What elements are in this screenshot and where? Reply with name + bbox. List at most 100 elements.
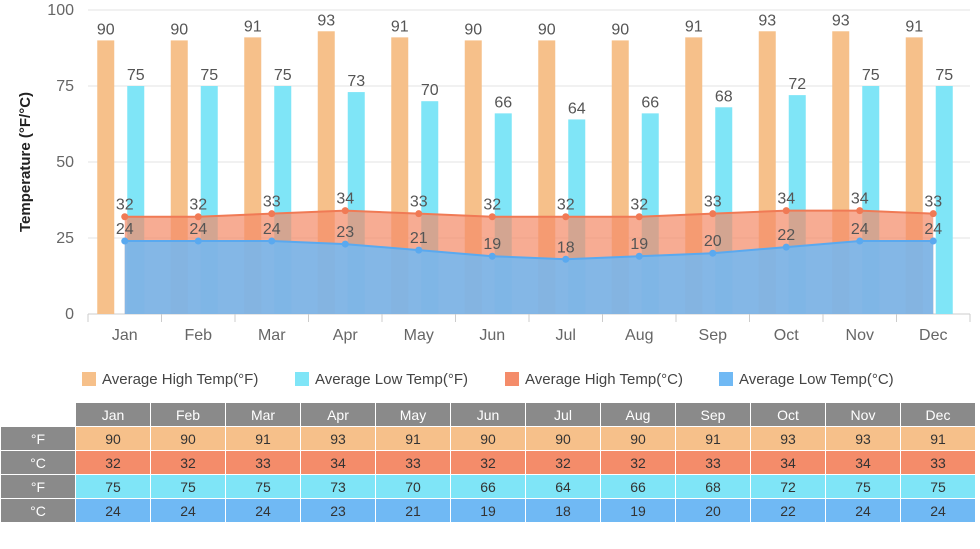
data-label-high-c: 32 — [116, 197, 134, 214]
table-cell: 72 — [751, 475, 825, 498]
table-cell: 33 — [376, 451, 450, 474]
data-label-low-c: 20 — [704, 233, 722, 250]
table-cell: 90 — [151, 427, 225, 450]
data-label-high-f: 91 — [905, 18, 923, 35]
temperature-data-table: Jan Feb Mar Apr May Jun Jul Aug Sep Oct Nov Dec °F 90… — [0, 402, 976, 523]
table-month-header: Jun — [451, 403, 525, 426]
table-cell: 33 — [676, 451, 750, 474]
point-low-c — [488, 252, 496, 260]
point-high-c — [415, 210, 423, 218]
data-label-low-f: 66 — [494, 94, 512, 111]
data-label-low-c: 24 — [851, 221, 869, 238]
data-label-high-c: 32 — [189, 197, 207, 214]
table-cell: 90 — [451, 427, 525, 450]
point-low-c — [856, 237, 864, 245]
table-cell: 73 — [301, 475, 375, 498]
table-cell: 33 — [901, 451, 975, 474]
table-month-header: Mar — [226, 403, 300, 426]
table-row-label: °F — [1, 475, 75, 498]
table-cell: 19 — [601, 499, 675, 522]
table-cell: 32 — [151, 451, 225, 474]
data-label-high-f: 90 — [170, 21, 188, 38]
data-label-low-f: 64 — [568, 100, 586, 117]
table-month-header: Jan — [76, 403, 150, 426]
legend-label-low-c: Average Low Temp(°C) — [739, 370, 894, 388]
x-tick-label: Mar — [258, 327, 286, 344]
table-cell: 91 — [901, 427, 975, 450]
line-low-c — [124, 240, 934, 261]
data-label-low-c: 21 — [410, 230, 428, 247]
data-label-low-c: 24 — [924, 221, 942, 238]
table-month-header: Aug — [601, 403, 675, 426]
point-low-c — [562, 255, 570, 263]
legend-swatch-low-f — [295, 372, 309, 386]
table-cell: 93 — [751, 427, 825, 450]
y-tick-label: 100 — [47, 2, 74, 19]
table-month-header: Feb — [151, 403, 225, 426]
data-label-low-f: 70 — [421, 82, 439, 99]
point-low-c — [782, 243, 790, 251]
point-high-c — [488, 213, 496, 221]
table-cell: 23 — [301, 499, 375, 522]
table-cell: 66 — [451, 475, 525, 498]
table-cell: 75 — [76, 475, 150, 498]
data-label-low-c: 24 — [189, 221, 207, 238]
table-header-row: Jan Feb Mar Apr May Jun Jul Aug Sep Oct Nov Dec — [1, 403, 975, 426]
data-label-high-c: 34 — [851, 191, 869, 208]
data-label-high-c: 32 — [557, 197, 575, 214]
legend-item-low-c[interactable]: Average Low Temp(°C) — [719, 366, 894, 392]
table-cell: 75 — [901, 475, 975, 498]
table-row: °C 24 24 24 23 21 19 18 19 20 22 24 24 — [1, 499, 975, 522]
bar-low-f — [935, 86, 953, 314]
data-label-low-c: 24 — [263, 221, 281, 238]
point-low-c — [929, 237, 937, 245]
y-tick-label: 0 — [65, 306, 74, 323]
data-label-low-c: 22 — [777, 227, 795, 244]
x-tick-label: Dec — [919, 327, 947, 344]
legend-item-high-f[interactable]: Average High Temp(°F) — [82, 366, 258, 392]
x-tick-label: Jul — [556, 327, 576, 344]
data-label-high-f: 90 — [464, 21, 482, 38]
table-cell: 34 — [826, 451, 900, 474]
legend-label-low-f: Average Low Temp(°F) — [315, 370, 469, 388]
data-label-low-f: 72 — [788, 76, 806, 93]
table-row-label: °C — [1, 451, 75, 474]
point-low-c — [194, 237, 202, 245]
x-tick-label: Jan — [112, 327, 138, 344]
point-high-c — [856, 207, 864, 215]
point-high-c — [562, 213, 570, 221]
table-cell: 66 — [601, 475, 675, 498]
data-label-high-f: 91 — [685, 18, 703, 35]
table-row-label: °F — [1, 427, 75, 450]
x-tick-label: May — [404, 327, 434, 344]
data-label-low-f: 73 — [347, 73, 365, 90]
table-cell: 91 — [376, 427, 450, 450]
table-cell: 90 — [76, 427, 150, 450]
legend-item-low-f[interactable]: Average Low Temp(°F) — [295, 366, 468, 392]
table-cell: 34 — [751, 451, 825, 474]
point-high-c — [121, 213, 129, 221]
table-cell: 24 — [76, 499, 150, 522]
table-row: °F 90 90 91 93 91 90 90 90 91 93 93 91 — [1, 427, 975, 450]
data-label-low-c: 24 — [116, 221, 134, 238]
table-cell: 24 — [901, 499, 975, 522]
table-cell: 64 — [526, 475, 600, 498]
x-tick-label: Aug — [625, 327, 653, 344]
table-row: °F 75 75 75 73 70 66 64 66 68 72 75 75 — [1, 475, 975, 498]
table-month-header: Apr — [301, 403, 375, 426]
point-high-c — [268, 210, 276, 218]
table-cell: 91 — [676, 427, 750, 450]
table-month-header: Jul — [526, 403, 600, 426]
data-label-high-c: 33 — [704, 194, 722, 211]
table-cell: 20 — [676, 499, 750, 522]
legend-item-high-c[interactable]: Average High Temp(°C) — [505, 366, 683, 392]
table-cell: 22 — [751, 499, 825, 522]
table-cell: 91 — [226, 427, 300, 450]
line-high-c — [124, 209, 934, 218]
data-label-high-f: 93 — [832, 12, 850, 29]
bar-high-f — [97, 40, 115, 315]
point-high-c — [709, 210, 717, 218]
table-month-header: Dec — [901, 403, 975, 426]
table-cell: 32 — [451, 451, 525, 474]
data-label-high-f: 91 — [391, 18, 409, 35]
